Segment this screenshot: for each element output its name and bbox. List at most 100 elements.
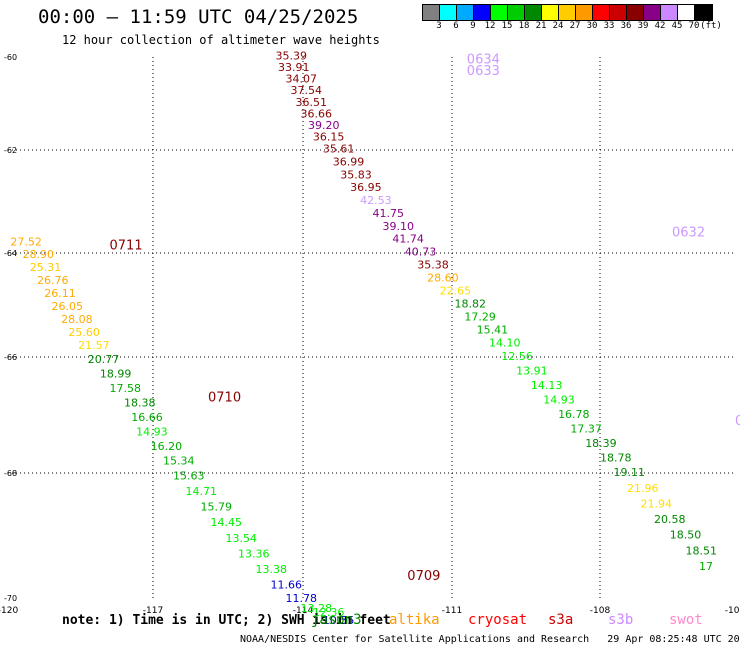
- swh-value: 17.58: [110, 382, 142, 395]
- swh-value: 21.94: [641, 497, 673, 510]
- mission-legend-item: cryosat: [468, 612, 528, 628]
- swh-value: 21.96: [627, 482, 659, 495]
- swh-value: 41.75: [373, 207, 405, 220]
- pass-label: 0710: [208, 391, 241, 406]
- mission-legend-item: jason3: [311, 612, 362, 628]
- swh-value: 15.79: [201, 501, 233, 514]
- legend-label: 30: [586, 21, 598, 31]
- swh-value: 21.57: [78, 339, 110, 352]
- legend-swatch: [491, 5, 508, 20]
- legend-swatch: [423, 5, 440, 20]
- swh-value: 20.58: [654, 513, 686, 526]
- swh-value: 39.20: [308, 119, 340, 132]
- swh-value: 37.54: [291, 84, 323, 97]
- legend-swatch: [440, 5, 457, 20]
- y-tick-label: -68: [4, 469, 17, 478]
- swh-value: 28.60: [427, 272, 459, 285]
- legend-label: 36: [620, 21, 632, 31]
- swh-value: 26.05: [52, 300, 84, 313]
- swh-value: 12.56: [501, 350, 533, 363]
- footer-note: note: 1) Time is in UTC; 2) SWH is in fe…: [62, 613, 391, 628]
- swh-value: 25.31: [30, 261, 62, 274]
- legend-label: 15: [501, 21, 513, 31]
- pass-label: 0634: [467, 52, 500, 67]
- legend-swatch: [457, 5, 474, 20]
- swh-value: 13.38: [256, 563, 288, 576]
- swh-value: 35.83: [340, 168, 372, 181]
- swh-value: 27.52: [10, 235, 42, 248]
- swh-value: 36.66: [301, 107, 333, 120]
- legend-swatch: [627, 5, 644, 20]
- swh-value: 18.51: [686, 544, 718, 557]
- swh-value: 26.76: [37, 274, 69, 287]
- legend-label: 12: [484, 21, 496, 31]
- pass-label: 0631: [735, 414, 740, 429]
- legend-swatch: [525, 5, 542, 20]
- swh-value: 22.65: [440, 285, 472, 298]
- y-tick-label: -60: [4, 53, 17, 62]
- swh-value: 15.34: [163, 454, 195, 467]
- swh-value: 16.20: [151, 440, 183, 453]
- legend-swatch: [593, 5, 610, 20]
- legend-label: 6: [453, 21, 459, 31]
- swh-value: 40.73: [405, 246, 437, 259]
- legend-label: 9: [470, 21, 476, 31]
- swh-value: 35.38: [417, 259, 449, 272]
- legend-swatch: [474, 5, 491, 20]
- swh-value: 11.78: [286, 592, 318, 605]
- y-tick-label: -70: [4, 594, 17, 603]
- legend-swatch: [542, 5, 559, 20]
- legend-label: 21: [535, 21, 547, 31]
- legend-label: 33: [603, 21, 615, 31]
- mission-legend-item: swot: [669, 612, 703, 628]
- swh-value: 18.82: [454, 298, 486, 311]
- legend-swatch: [576, 5, 593, 20]
- y-tick-label: -62: [4, 146, 17, 155]
- legend-label: 24: [552, 21, 564, 31]
- pass-label: 0633: [467, 64, 500, 79]
- swh-value: 36.15: [313, 131, 345, 144]
- swh-value: 39.10: [382, 220, 414, 233]
- legend-label: 3: [436, 21, 442, 31]
- swh-value: 13.36: [238, 547, 270, 560]
- swh-value: 18.38: [124, 396, 156, 409]
- pass-label: 0632: [672, 225, 705, 240]
- swh-value: 14.45: [211, 516, 243, 529]
- swh-value: 14.13: [531, 379, 563, 392]
- swh-value: 28.90: [23, 248, 55, 261]
- swh-value: 14.93: [136, 425, 168, 438]
- swh-value: 16.78: [558, 408, 590, 421]
- swh-value: 15.63: [173, 469, 205, 482]
- swh-value: 18.78: [600, 451, 632, 464]
- pass-label: 0709: [407, 569, 440, 584]
- swh-value: 33.91: [278, 61, 310, 74]
- swh-value: 13.28: [301, 602, 333, 615]
- swh-value: 17: [699, 560, 713, 573]
- x-tick-label: -120: [0, 606, 18, 616]
- page-title: 00:00 — 11:59 UTC 04/25/2025: [38, 6, 359, 28]
- swh-value: 35.61: [323, 143, 355, 156]
- legend-label: 27: [569, 21, 581, 31]
- x-tick-label: -114: [293, 606, 314, 616]
- mission-legend-item: s3a: [548, 612, 574, 628]
- swh-value: 14.71: [186, 485, 218, 498]
- legend-label: 45: [671, 21, 683, 31]
- swh-value: 18.50: [670, 529, 702, 542]
- legend-label: 70: [688, 21, 700, 31]
- swh-value: 13.91: [516, 364, 548, 377]
- legend-swatch: [661, 5, 678, 20]
- swh-value: 14.93: [543, 393, 575, 406]
- swh-value: 16.66: [131, 411, 163, 424]
- legend-swatch: [508, 5, 525, 20]
- y-tick-label: -64: [4, 249, 17, 258]
- swh-value: 20.77: [88, 353, 120, 366]
- legend-label: (ft): [700, 21, 722, 31]
- legend-label: 39: [637, 21, 649, 31]
- swh-value: 11.66: [271, 579, 303, 592]
- mission-legend-item: s3b: [608, 612, 634, 628]
- legend-swatch: [610, 5, 627, 20]
- color-scale-legend: [422, 4, 713, 21]
- swh-value: 19.11: [614, 466, 646, 479]
- swh-value: 35.39: [276, 49, 308, 62]
